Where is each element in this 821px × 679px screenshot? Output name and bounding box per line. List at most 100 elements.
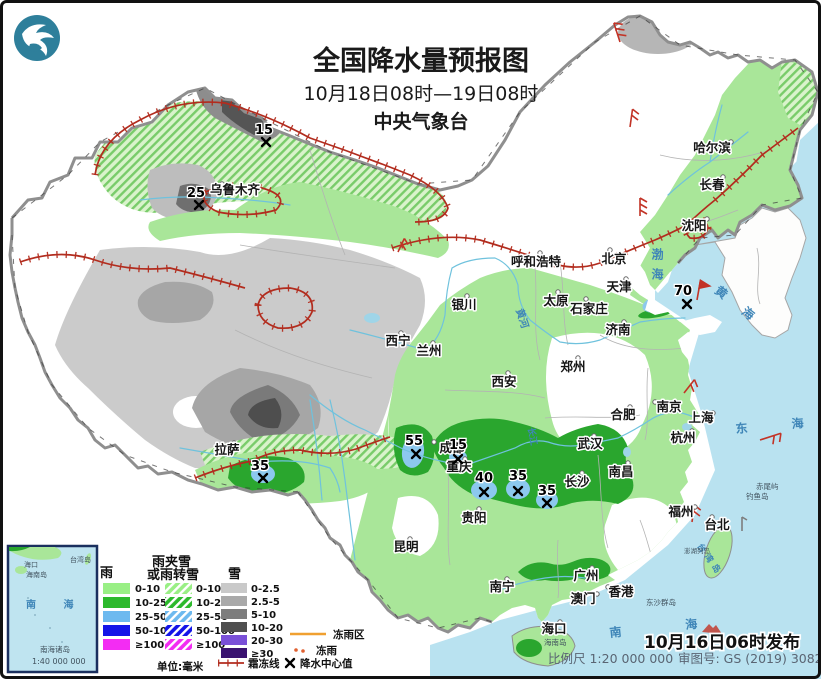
legend-unit: 单位:毫米 bbox=[157, 660, 204, 673]
dry-hole-henan bbox=[546, 332, 652, 456]
legend-snow-range-4: 20-30 bbox=[251, 636, 283, 647]
city-guangzhou: 广州 bbox=[573, 568, 598, 583]
legend-rain-range-2: 25-50 bbox=[135, 612, 167, 623]
value-35a: 35 bbox=[509, 469, 527, 484]
value-40: 40 bbox=[475, 471, 493, 486]
legend-snow-swatch-3 bbox=[221, 622, 247, 632]
legend-sleet-range-2: 25-50 bbox=[196, 612, 228, 623]
city-shijiazhuang: 石家庄 bbox=[569, 301, 608, 316]
precip-center-symbol bbox=[284, 657, 296, 669]
rain-patch-40 bbox=[471, 480, 497, 500]
city-shenyang: 沈阳 bbox=[681, 218, 706, 233]
legend-sleet-range-1: 10-25 bbox=[196, 598, 228, 609]
city-lhasa: 拉萨 bbox=[214, 442, 240, 457]
poyang-lake bbox=[623, 447, 631, 457]
legend-rain-swatch-0 bbox=[103, 583, 130, 594]
penghu-label: 澎湖列岛 bbox=[684, 546, 710, 555]
legend-sleet-title1: 雨夹雪 bbox=[152, 554, 191, 570]
taiwan-island bbox=[703, 525, 733, 579]
city-macau: 澳门 bbox=[570, 591, 595, 606]
legend-snow-range-1: 2.5-5 bbox=[251, 597, 280, 608]
snow-region-xjnorth-dark bbox=[222, 98, 264, 135]
china-border-dashes bbox=[11, 15, 819, 629]
dry-hole-yunnan bbox=[392, 496, 439, 556]
bohai-label: 渤海 bbox=[650, 247, 664, 288]
china-border bbox=[8, 14, 820, 634]
legend-snow-range-0: 0-2.5 bbox=[251, 584, 280, 595]
map-time-range: 10月18日08时—19日08时 bbox=[304, 83, 539, 105]
value-35b: 35 bbox=[538, 484, 556, 499]
rain-region-guangdong-dark bbox=[518, 557, 611, 582]
hainan-dark-blob bbox=[516, 639, 542, 657]
city-chengdu: 成都 bbox=[439, 440, 465, 455]
rain-patch-35b bbox=[536, 491, 558, 509]
legend-snow-swatch-1 bbox=[221, 596, 247, 606]
yangtze-river bbox=[309, 394, 697, 466]
nu-river bbox=[309, 399, 323, 501]
rain-patch-chongqing bbox=[449, 450, 467, 464]
city-nanchang: 南昌 bbox=[608, 464, 633, 479]
city-yinchuan: 银川 bbox=[451, 297, 476, 312]
legend-frost-line: 霜冻线 bbox=[247, 657, 280, 670]
legend-rain-range-4: ≥100 bbox=[135, 640, 164, 651]
value-xj-north: 15 bbox=[255, 123, 273, 138]
value-shandong: 70 bbox=[674, 284, 692, 299]
inset-taiwan-label: 台湾岛 bbox=[70, 555, 91, 564]
sea-japan bbox=[790, 120, 821, 320]
taihu-lake bbox=[682, 423, 692, 431]
legend-freezing-rain-zone: 冻雨区 bbox=[333, 628, 365, 641]
map-scale: 比例尺 1:20 000 000 bbox=[548, 651, 673, 666]
city-changsha: 长沙 bbox=[564, 474, 590, 489]
city-taiyuan: 太原 bbox=[543, 293, 569, 308]
city-tianjin: 天津 bbox=[606, 279, 632, 294]
city-shanghai: 上海 bbox=[688, 410, 714, 425]
value-tibet: 35 bbox=[251, 459, 269, 474]
inset-map: 台湾岛 海口 海南岛 南 海 南海诸岛 1:40 000 000 bbox=[6, 544, 99, 674]
city-markers: 哈尔滨 长春 沈阳 北京 天津 呼和浩特 太原 石家庄 济南 郑州 西安 银川 … bbox=[208, 139, 734, 638]
sleet-region-netip bbox=[778, 60, 818, 128]
city-fuzhou: 福州 bbox=[667, 504, 693, 519]
city-xining: 西宁 bbox=[385, 333, 410, 348]
legend: 雨 0-10 10-25 25-50 50-100 ≥100 雨夹雪 或雨转雪 … bbox=[100, 554, 365, 673]
legend-rain-range-3: 50-100 bbox=[135, 626, 174, 637]
legend-snow-swatch-4 bbox=[221, 635, 247, 645]
lancang-river bbox=[329, 399, 356, 561]
legend-sleet-range-3: 50-100 bbox=[196, 626, 235, 637]
watermark-mountain-icon bbox=[702, 624, 722, 634]
legend-snow-range-2: 5-10 bbox=[251, 610, 276, 621]
legend-precip-center: 降水中心值 bbox=[300, 657, 353, 670]
city-kunming: 昆明 bbox=[393, 539, 418, 554]
legend-snow-title: 雪 bbox=[228, 566, 241, 582]
cma-logo-icon bbox=[14, 15, 60, 61]
precip-center-values: 15 25 35 55 15 40 35 35 70 bbox=[186, 122, 693, 509]
snow-region-plateau-darkest bbox=[248, 398, 282, 429]
map-approval: 审图号: GS (2019) 3082号 bbox=[678, 651, 821, 666]
legend-snow-range-3: 10-20 bbox=[251, 623, 283, 634]
inset-hainan-label: 海南岛 bbox=[26, 570, 47, 579]
yarlung-river bbox=[179, 447, 341, 493]
city-haikou: 海口 bbox=[541, 621, 566, 636]
city-nanjing: 南京 bbox=[656, 399, 682, 414]
rain-region-xinjiang-band bbox=[148, 182, 449, 258]
legend-snow-swatch-5 bbox=[221, 648, 247, 658]
chiwei-label: 赤尾屿 bbox=[756, 482, 779, 491]
frost-lines bbox=[18, 98, 801, 482]
value-chengdu: 55 bbox=[405, 434, 423, 449]
legend-rain-swatch-2 bbox=[103, 611, 130, 622]
songhua-river bbox=[667, 104, 749, 196]
legend-rain-range-0: 0-10 bbox=[135, 584, 160, 595]
city-lanzhou: 兰州 bbox=[416, 343, 441, 358]
pearl-river bbox=[499, 575, 586, 591]
dongsha-label: 东沙群岛 bbox=[646, 597, 676, 607]
legend-sleet-swatches bbox=[165, 583, 192, 650]
value-urumqi: 25 bbox=[187, 186, 205, 201]
city-hangzhou: 杭州 bbox=[670, 430, 695, 445]
inset-islands-label: 南海诸岛 bbox=[40, 644, 70, 654]
value-chongqing: 15 bbox=[449, 438, 467, 453]
rain-region-tibet-blue bbox=[251, 465, 275, 483]
city-nanning: 南宁 bbox=[489, 579, 514, 594]
city-wuhan: 武汉 bbox=[577, 436, 603, 451]
qinghai-lake bbox=[364, 313, 380, 323]
city-jinan: 济南 bbox=[605, 322, 631, 337]
